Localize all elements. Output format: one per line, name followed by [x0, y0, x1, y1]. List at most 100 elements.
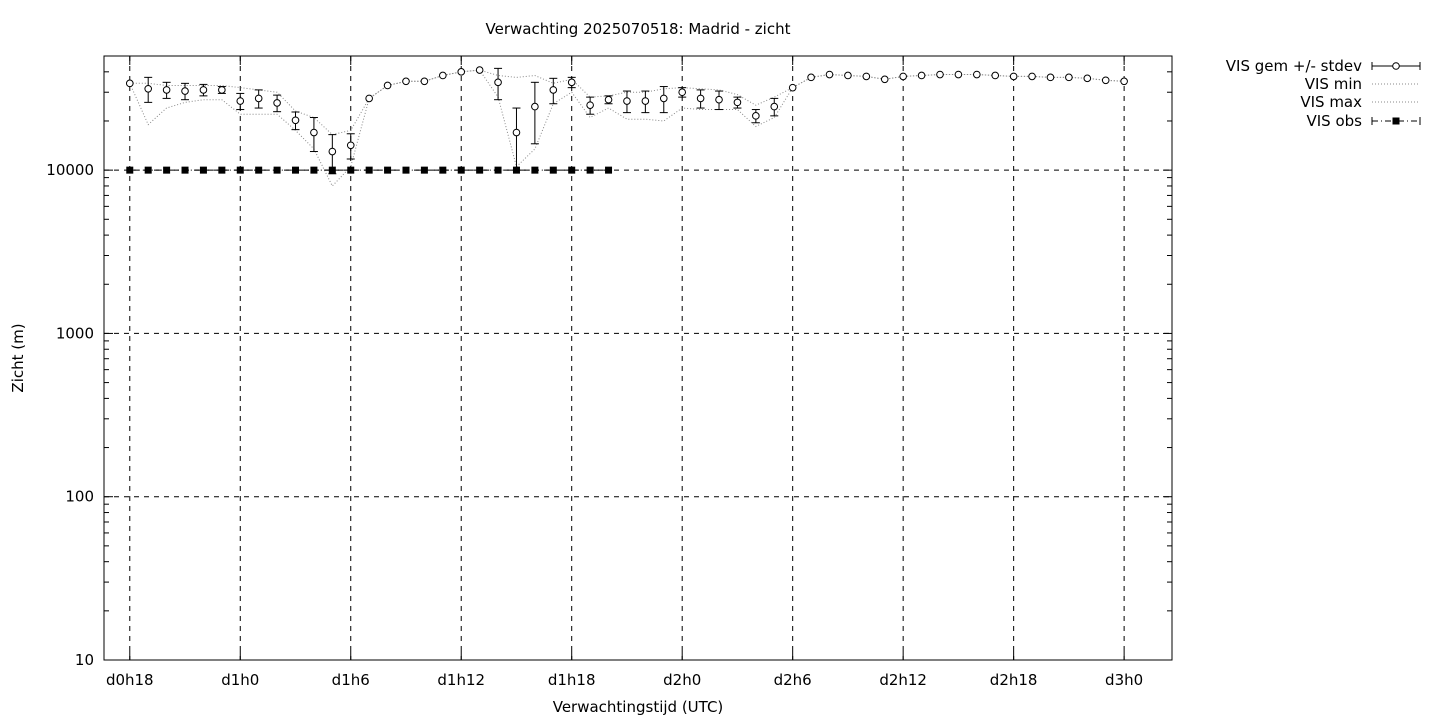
vis-mean-point — [954, 70, 963, 79]
vis-mean-point — [365, 94, 373, 103]
vis-obs-point — [605, 166, 613, 174]
vis-obs-point — [181, 166, 189, 174]
x-tick-label: d2h12 — [879, 671, 927, 689]
x-axis-label: Verwachtingstijd (UTC) — [553, 698, 724, 716]
vis-mean-point — [899, 72, 907, 81]
vis-obs-point — [273, 166, 281, 174]
x-tick-label: d3h0 — [1105, 671, 1143, 689]
vis-mean-point — [862, 72, 871, 81]
vis-mean-point — [715, 95, 723, 104]
vis-mean-point — [733, 98, 742, 107]
vis-mean-point — [273, 99, 281, 107]
vis-mean-point — [420, 77, 429, 86]
vis-obs-point — [255, 166, 263, 174]
vis-mean-point — [1009, 72, 1018, 81]
grid-lines — [104, 56, 1172, 660]
vis-mean-point — [641, 97, 650, 105]
y-axis-label: Zicht (m) — [9, 323, 27, 392]
x-tick-label: d0h18 — [106, 671, 154, 689]
vis-obs-point — [586, 166, 594, 174]
vis-mean-point — [475, 66, 484, 74]
vis-mean-point — [162, 86, 171, 94]
vis-mean-point — [659, 94, 668, 103]
legend-label: VIS obs — [1307, 112, 1363, 130]
vis-mean-point — [917, 71, 926, 80]
vis-mean-point — [328, 147, 337, 156]
vis-obs-point — [549, 166, 557, 174]
vis-mean-point — [494, 78, 502, 87]
vis-obs-point — [199, 166, 207, 174]
x-tick-label: d1h6 — [332, 671, 370, 689]
vis-mean-point — [439, 71, 447, 80]
vis-mean-point — [752, 112, 760, 120]
vis-mean-point — [236, 97, 245, 105]
y-tick-label: 100 — [65, 488, 94, 506]
y-tick-label: 10 — [75, 651, 94, 669]
vis-mean-point — [567, 78, 576, 87]
axis-ticks: 10 100 1000 10000 d0h18 d1h0 d1h6 d1h12 d1h18 d2h… — [46, 56, 1172, 689]
legend-swatch-marker — [1392, 62, 1400, 70]
vis-mean-point — [291, 116, 300, 125]
vis-obs-point — [568, 166, 576, 174]
vis-obs-point — [126, 166, 134, 174]
vis-obs-point — [292, 166, 300, 174]
vis-mean-point — [531, 102, 539, 111]
x-tick-label: d1h12 — [437, 671, 485, 689]
series-layer — [125, 66, 1128, 187]
vis-obs-point — [420, 166, 428, 174]
vis-mean-point — [788, 83, 797, 92]
vis-obs-point — [365, 166, 373, 174]
vis-mean-point — [199, 86, 208, 94]
vis-obs-point — [402, 166, 410, 174]
vis-mean-point — [1065, 73, 1073, 82]
vis-mean-point — [1083, 74, 1092, 83]
vis-obs-point — [218, 166, 226, 174]
vis-mean-point — [457, 68, 466, 76]
x-tick-label: d1h18 — [548, 671, 596, 689]
vis-mean-point — [825, 70, 834, 79]
vis-mean-point — [218, 86, 226, 94]
plot-frame — [103, 55, 1173, 661]
vis-obs-point — [476, 166, 484, 174]
vis-obs-point — [494, 166, 502, 174]
legend-label: VIS max — [1300, 93, 1362, 111]
y-tick-label: 10000 — [46, 161, 94, 179]
vis-mean-point — [991, 71, 1000, 80]
vis-mean-point — [844, 71, 852, 80]
legend-label: VIS min — [1305, 75, 1362, 93]
vis-mean-point — [1046, 73, 1055, 82]
vis-mean-point — [144, 84, 152, 93]
x-tick-label: d2h6 — [774, 671, 812, 689]
vis-mean-point — [310, 128, 318, 137]
vis-mean-point — [770, 102, 779, 111]
vis-obs-point — [457, 166, 465, 174]
vis-obs-point — [439, 166, 447, 174]
vis-mean-point — [346, 141, 355, 150]
vis-mean-point — [807, 73, 815, 82]
vis-mean-point — [880, 75, 889, 84]
vis-mean-point — [1101, 76, 1110, 85]
vis-mean-point — [512, 128, 521, 137]
vis-mean-point — [181, 87, 189, 95]
vis-obs-point — [310, 166, 318, 174]
chart-title: Verwachting 2025070518: Madrid - zicht — [486, 20, 791, 38]
vis-mean-point — [973, 70, 981, 79]
vis-mean-point — [1028, 72, 1036, 81]
vis-obs-point — [144, 166, 152, 174]
x-tick-label: d2h18 — [990, 671, 1038, 689]
legend-swatch-marker — [1392, 117, 1400, 125]
vis-mean-point — [254, 94, 263, 103]
vis-mean-point — [586, 101, 594, 109]
vis-mean-point — [383, 81, 392, 90]
x-tick-label: d2h0 — [663, 671, 701, 689]
legend-label: VIS gem +/- stdev — [1226, 57, 1362, 75]
x-tick-label: d1h0 — [221, 671, 259, 689]
vis-obs-point — [531, 166, 539, 174]
vis-mean-point — [402, 77, 410, 86]
vis-mean-point — [604, 95, 613, 104]
vis-mean-point — [549, 86, 558, 94]
vis-mean-point — [623, 97, 631, 105]
vis-obs-point — [347, 166, 355, 174]
